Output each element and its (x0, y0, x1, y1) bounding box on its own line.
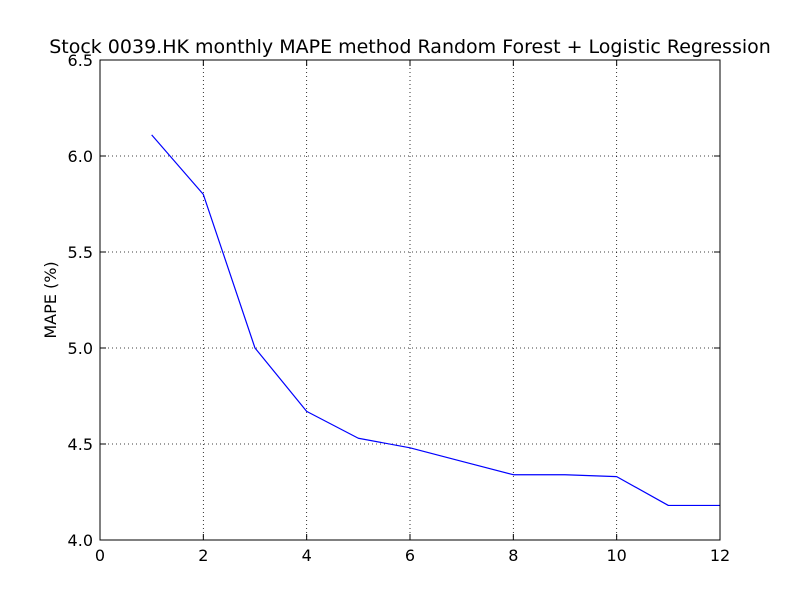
y-tick-label: 6.5 (68, 51, 93, 70)
x-tick-label: 8 (508, 546, 518, 565)
chart-title: Stock 0039.HK monthly MAPE method Random… (49, 36, 771, 58)
y-axis-label: MAPE (%) (41, 261, 60, 338)
x-tick-label: 10 (606, 546, 626, 565)
x-tick-label: 0 (95, 546, 105, 565)
y-tick-label: 4.0 (68, 531, 93, 550)
series-line (152, 135, 720, 506)
x-tick-label: 12 (710, 546, 730, 565)
y-tick-label: 4.5 (68, 435, 93, 454)
y-tick-label: 6.0 (68, 147, 93, 166)
y-tick-label: 5.5 (68, 243, 93, 262)
series-layer (152, 135, 720, 506)
x-tick-label: 4 (302, 546, 312, 565)
x-tick-label: 6 (405, 546, 415, 565)
grid-lines (100, 60, 720, 540)
x-tick-label: 2 (198, 546, 208, 565)
y-tick-label: 5.0 (68, 339, 93, 358)
ticks: 0 2 4 6 8 10 12 4.0 4.5 5.0 5.5 6.0 6.5 (68, 51, 731, 565)
